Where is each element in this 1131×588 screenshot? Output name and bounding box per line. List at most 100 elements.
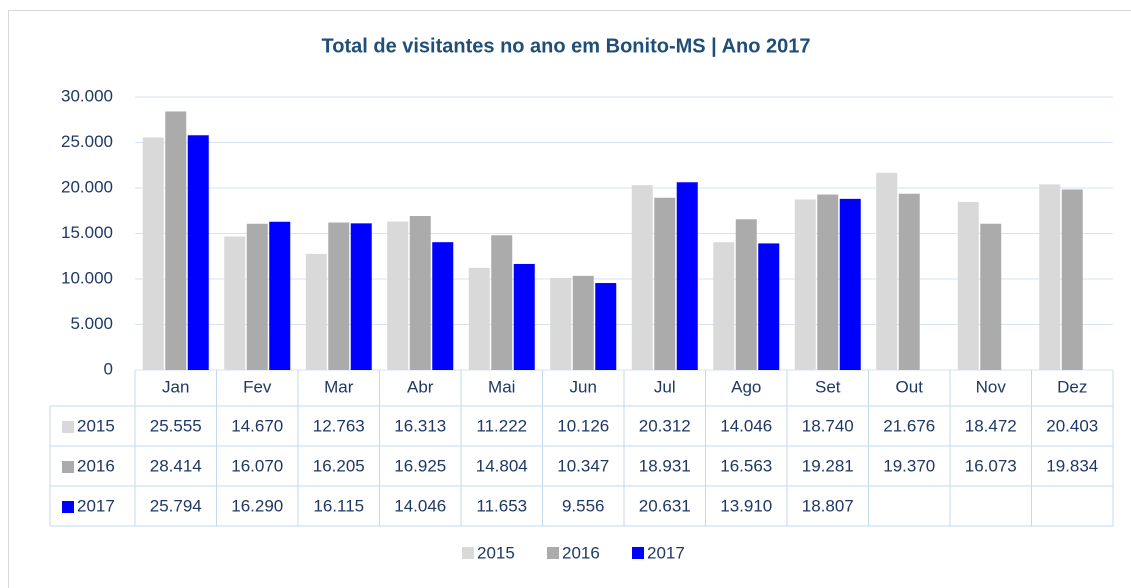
bar: [794, 199, 816, 370]
bar: [758, 243, 780, 370]
table-cell: 10.347: [557, 456, 609, 475]
legend-key: [632, 547, 644, 559]
bar: [713, 242, 735, 370]
table-cell: 16.205: [313, 456, 365, 475]
x-tick-label: Fev: [243, 377, 272, 396]
bar: [513, 263, 535, 370]
x-tick-label: Jan: [162, 377, 189, 396]
bar: [876, 172, 898, 370]
x-tick-label: Abr: [407, 377, 434, 396]
table-cell: 18.472: [965, 416, 1017, 435]
x-tick-label: Jun: [570, 377, 597, 396]
bar: [898, 193, 920, 370]
bar: [676, 182, 698, 370]
table-legend-key: [62, 501, 74, 513]
table-cell: 19.834: [1046, 456, 1098, 475]
bar: [328, 222, 350, 370]
table-legend-key: [62, 461, 74, 473]
bar: [595, 283, 617, 370]
table-cell: 18.807: [802, 496, 854, 515]
table-cell: 20.403: [1046, 416, 1098, 435]
table-cell: 9.556: [562, 496, 605, 515]
chart-title: Total de visitantes no ano em Bonito-MS …: [322, 35, 811, 57]
y-tick-label: 0: [104, 359, 113, 378]
chart-frame: [8, 10, 1131, 588]
legend-label: 2015: [477, 543, 515, 562]
x-tick-label: Mai: [488, 377, 515, 396]
bar: [468, 267, 490, 370]
table-cell: 18.740: [802, 416, 854, 435]
table-cell: 14.804: [476, 456, 528, 475]
table-cell: 28.414: [150, 456, 202, 475]
table-cell: 14.670: [231, 416, 283, 435]
legend-label: 2017: [647, 543, 685, 562]
bar: [187, 135, 209, 370]
table-row-label: 2017: [77, 496, 115, 515]
y-tick-label: 5.000: [70, 314, 113, 333]
table-cell: 16.115: [313, 496, 364, 515]
bar: [817, 194, 839, 370]
table-cell: 20.631: [639, 496, 691, 515]
y-tick-label: 10.000: [61, 268, 113, 287]
x-tick-label: Ago: [731, 377, 761, 396]
table-cell: 13.910: [720, 496, 772, 515]
table-cell: 18.931: [639, 456, 691, 475]
table-cell: 10.126: [557, 416, 609, 435]
bar: [387, 221, 409, 370]
bar: [269, 221, 291, 370]
bar: [572, 275, 594, 370]
x-tick-label: Set: [815, 377, 841, 396]
x-tick-label: Mar: [324, 377, 354, 396]
table-cell: 11.222: [476, 416, 527, 435]
x-tick-label: Out: [896, 377, 924, 396]
x-tick-label: Dez: [1057, 377, 1087, 396]
bar: [550, 277, 572, 370]
x-tick-label: Nov: [976, 377, 1007, 396]
bar: [980, 223, 1002, 370]
bar: [631, 185, 653, 370]
table-legend-key: [62, 421, 74, 433]
bar: [491, 235, 513, 370]
bar: [839, 198, 861, 370]
bar: [305, 253, 327, 370]
table-cell: 16.563: [720, 456, 772, 475]
table-cell: 16.073: [965, 456, 1017, 475]
table-cell: 25.555: [150, 416, 202, 435]
table-cell: 12.763: [313, 416, 365, 435]
bar: [432, 242, 454, 370]
table-cell: 16.290: [231, 496, 283, 515]
table-cell: 19.370: [883, 456, 935, 475]
bar: [1039, 184, 1061, 370]
y-tick-label: 15.000: [61, 223, 113, 242]
x-tick-label: Jul: [654, 377, 676, 396]
bar: [224, 236, 246, 370]
bar: [654, 197, 676, 370]
bar: [1061, 189, 1083, 370]
table-cell: 14.046: [720, 416, 772, 435]
table-row-label: 2015: [77, 416, 115, 435]
table-cell: 16.313: [394, 416, 446, 435]
bar: [409, 215, 431, 370]
table-cell: 11.653: [476, 496, 527, 515]
bar: [735, 219, 757, 370]
bar: [350, 223, 372, 370]
table-cell: 20.312: [639, 416, 691, 435]
legend-key: [547, 547, 559, 559]
bar: [957, 201, 979, 370]
bar: [142, 137, 164, 370]
table-cell: 19.281: [802, 456, 854, 475]
table-cell: 16.925: [394, 456, 446, 475]
y-tick-label: 20.000: [61, 177, 113, 196]
bar: [246, 223, 268, 370]
bar: [165, 111, 187, 370]
table-cell: 16.070: [231, 456, 283, 475]
legend-key: [462, 547, 474, 559]
y-tick-label: 25.000: [61, 132, 113, 151]
table-cell: 14.046: [394, 496, 446, 515]
legend-label: 2016: [562, 543, 600, 562]
table-cell: 25.794: [150, 496, 202, 515]
table-cell: 21.676: [883, 416, 935, 435]
y-tick-label: 30.000: [61, 86, 113, 105]
table-row-label: 2016: [77, 456, 115, 475]
